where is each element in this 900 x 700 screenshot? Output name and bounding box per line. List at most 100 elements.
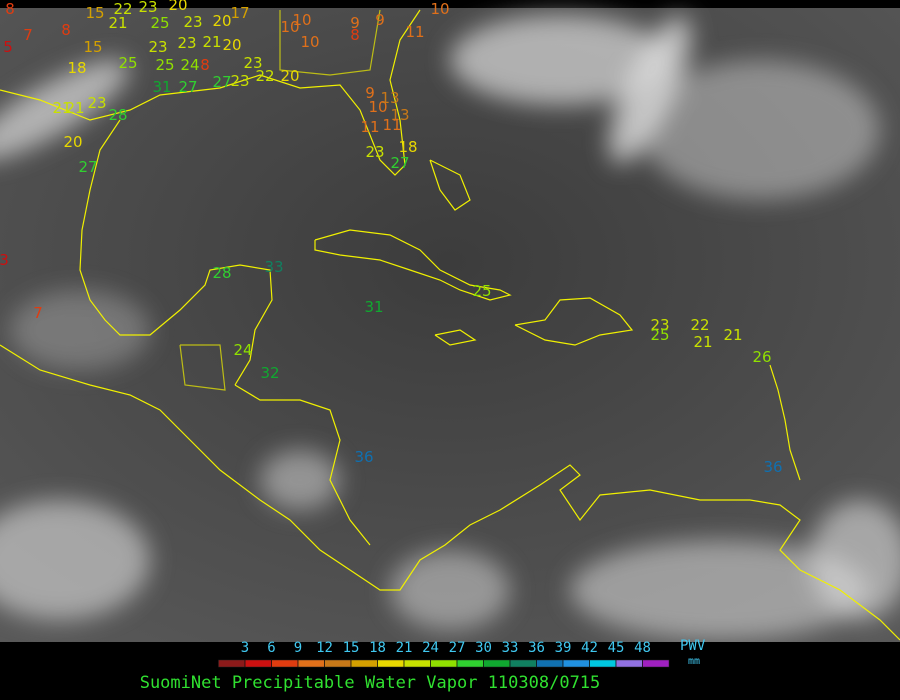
station-value: 20 (168, 0, 187, 14)
station-value: 22 (690, 316, 709, 334)
station-value: 21 (723, 326, 742, 344)
station-value: 36 (763, 458, 782, 476)
station-value: 25 (118, 54, 137, 72)
station-value: 25 (150, 14, 169, 32)
station-value: 13 (380, 89, 399, 107)
station-value: 27 (78, 158, 97, 176)
station-value: 22 (113, 0, 132, 18)
station-value: 27 (212, 73, 231, 91)
station-value: 23 (650, 316, 669, 334)
station-value: 10 (368, 98, 387, 116)
station-value: 20 (280, 67, 299, 85)
station-value: 33 (264, 258, 283, 276)
station-value: 21 (65, 99, 84, 117)
station-value: 18 (67, 59, 86, 77)
station-value: 23 (87, 94, 106, 112)
legend-tick-label: 9 (294, 640, 302, 656)
station-value: 3 (0, 251, 9, 269)
legend-tick-label: 39 (555, 640, 572, 656)
legend-swatch (615, 659, 643, 668)
legend-panel (0, 642, 900, 700)
station-value: 18 (398, 138, 417, 156)
station-value: 5 (3, 38, 13, 56)
legend-unit: mm (688, 656, 700, 667)
station-value: 21 (52, 99, 71, 117)
station-value: 23 (243, 54, 262, 72)
station-value: 36 (354, 448, 373, 466)
legend-tick-label: 21 (396, 640, 413, 656)
station-value: 11 (360, 118, 379, 136)
legend-tick-label: 27 (449, 640, 466, 656)
station-value: 25 (472, 282, 491, 300)
station-value: 21 (202, 33, 221, 51)
legend-tick-label: 48 (634, 640, 651, 656)
station-value: 27 (390, 154, 409, 172)
legend-swatch (509, 659, 537, 668)
legend-tick-label: 6 (267, 640, 275, 656)
station-value: 17 (230, 4, 249, 22)
station-value: 28 (212, 264, 231, 282)
legend-swatch (589, 659, 617, 668)
station-value: 10 (292, 11, 311, 29)
legend-tick-label: 36 (528, 640, 545, 656)
station-value: 24 (180, 56, 199, 74)
station-value: 31 (152, 78, 171, 96)
station-value: 8 (350, 26, 360, 44)
legend-swatch (642, 659, 670, 668)
legend-swatch (244, 659, 272, 668)
station-value: 23 (148, 38, 167, 56)
legend-swatch (403, 659, 431, 668)
legend-tick-label: 12 (316, 640, 333, 656)
station-value: 9 (350, 14, 360, 32)
legend-swatch (430, 659, 458, 668)
legend-swatch (297, 659, 325, 668)
legend-swatch (483, 659, 511, 668)
station-value: 20 (212, 12, 231, 30)
legend-tick-label: 18 (369, 640, 386, 656)
station-value: 20 (63, 133, 82, 151)
station-value: 22 (255, 67, 274, 85)
legend-tick-label: 33 (502, 640, 519, 656)
station-value: 11 (405, 23, 424, 41)
legend-swatch (324, 659, 352, 668)
station-value: 25 (650, 326, 669, 344)
legend-tick-label: 42 (581, 640, 598, 656)
station-value: 27 (178, 78, 197, 96)
station-value: 7 (23, 26, 33, 44)
station-value: 7 (33, 304, 43, 322)
legend-swatch (377, 659, 405, 668)
station-value: 32 (260, 364, 279, 382)
station-value: 23 (177, 34, 196, 52)
coastlines (0, 9, 900, 641)
legend-swatch (456, 659, 484, 668)
station-value: 8 (61, 21, 71, 39)
station-value: 9 (365, 84, 375, 102)
legend-tick-label: 45 (608, 640, 625, 656)
station-value: 11 (382, 116, 401, 134)
legend-tick-label: 3 (241, 640, 249, 656)
station-value: 25 (155, 56, 174, 74)
legend-tick-label: 30 (475, 640, 492, 656)
station-value: 23 (138, 0, 157, 16)
station-value: 15 (83, 38, 102, 56)
station-value: 24 (233, 341, 252, 359)
caption: SuomiNet Precipitable Water Vapor 110308… (140, 673, 601, 693)
station-value: 10 (280, 18, 299, 36)
station-value: 23 (365, 143, 384, 161)
legend-swatch (562, 659, 590, 668)
legend-swatch (218, 659, 246, 668)
station-value: 26 (752, 348, 771, 366)
station-value: 23 (183, 13, 202, 31)
station-value: 15 (85, 4, 104, 22)
station-value: 20 (222, 36, 241, 54)
station-value: 23 (230, 72, 249, 90)
station-value: 13 (390, 106, 409, 124)
station-value: 21 (693, 333, 712, 351)
station-value: 8 (200, 56, 210, 74)
station-value: 28 (108, 106, 127, 124)
station-value: 21 (108, 14, 127, 32)
station-value: 8 (5, 0, 15, 18)
legend-swatch (271, 659, 299, 668)
